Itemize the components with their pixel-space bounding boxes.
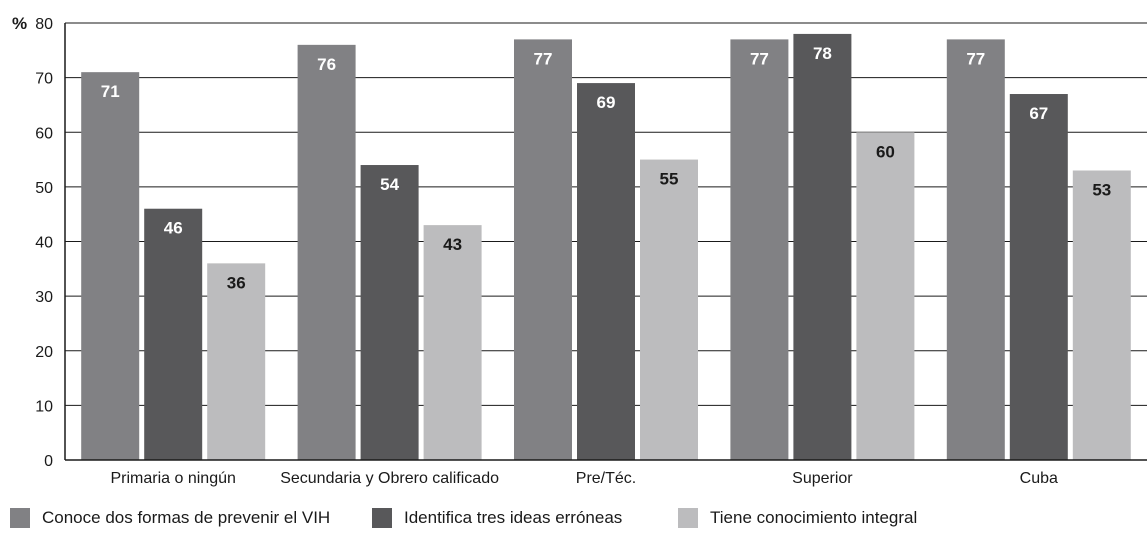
bar xyxy=(856,132,915,460)
bar-value-label: 55 xyxy=(660,170,679,189)
bar xyxy=(640,159,698,460)
x-tick-label: Secundaria y Obrero calificado xyxy=(280,470,499,487)
legend-label: Conoce dos formas de prevenir el VIH xyxy=(42,508,331,527)
legend-swatch xyxy=(372,508,392,528)
x-tick-label: Primaria o ningún xyxy=(110,470,235,487)
legend-label: Tiene conocimiento integral xyxy=(710,508,918,527)
legend-item: Identifica tres ideas erróneas xyxy=(372,506,622,530)
bar-value-label: 36 xyxy=(227,273,246,292)
bar-value-label: 53 xyxy=(1092,180,1111,199)
bar xyxy=(946,39,1005,460)
y-axis-unit: % xyxy=(12,14,27,33)
y-tick-label: 60 xyxy=(35,125,53,142)
y-tick-label: 40 xyxy=(35,235,53,252)
bar-value-labels: 71 46 36 76 54 43 77 69 55 77 78 60 77 67 53 xyxy=(101,44,1112,292)
bar xyxy=(1009,94,1068,460)
bar-value-label: 67 xyxy=(1029,104,1048,123)
legend-swatch xyxy=(678,508,698,528)
bar-chart: 71 46 36 76 54 43 77 69 55 77 78 60 77 67 53 % 0 10 20 30… xyxy=(12,14,1147,487)
bar xyxy=(207,263,266,460)
bar-value-label: 54 xyxy=(380,175,399,194)
x-tick-labels: Primaria o ningún Secundaria y Obrero cal… xyxy=(110,470,1058,487)
bar-value-label: 77 xyxy=(534,49,553,68)
bar-value-label: 69 xyxy=(597,93,616,112)
bar xyxy=(81,72,140,460)
y-tick-label: 70 xyxy=(35,71,53,88)
bar xyxy=(144,208,203,460)
bar xyxy=(423,225,482,460)
legend-item: Tiene conocimiento integral xyxy=(678,506,917,530)
y-tick-label: 0 xyxy=(44,453,53,470)
bar-value-label: 78 xyxy=(813,44,832,63)
bars xyxy=(81,33,1131,461)
legend-label: Identifica tres ideas erróneas xyxy=(404,508,623,527)
bar-value-label: 71 xyxy=(101,82,120,101)
bar-value-label: 77 xyxy=(966,49,985,68)
x-tick-label: Superior xyxy=(792,470,853,487)
legend-swatch xyxy=(10,508,30,528)
y-tick-label: 20 xyxy=(35,344,53,361)
y-tick-label: 50 xyxy=(35,180,53,197)
bar-value-label: 46 xyxy=(164,219,183,238)
bar xyxy=(514,39,572,460)
bar-value-label: 77 xyxy=(750,49,769,68)
y-tick-labels: 0 10 20 30 40 50 60 70 80 xyxy=(35,16,53,470)
bar-value-label: 43 xyxy=(443,235,462,254)
bar xyxy=(577,83,635,461)
bar xyxy=(360,165,419,460)
y-tick-label: 80 xyxy=(35,16,53,33)
y-tick-label: 10 xyxy=(35,398,53,415)
bar xyxy=(793,33,852,461)
bar xyxy=(297,44,356,460)
x-tick-label: Cuba xyxy=(1020,470,1058,487)
legend-item: Conoce dos formas de prevenir el VIH xyxy=(10,506,330,530)
bar-value-label: 60 xyxy=(876,142,895,161)
y-tick-label: 30 xyxy=(35,289,53,306)
legend: Conoce dos formas de prevenir el VIH Iden… xyxy=(10,506,1140,530)
bar-value-label: 76 xyxy=(317,55,336,74)
bar xyxy=(730,39,789,460)
x-tick-label: Pre/Téc. xyxy=(576,470,636,487)
bar xyxy=(1072,170,1131,461)
